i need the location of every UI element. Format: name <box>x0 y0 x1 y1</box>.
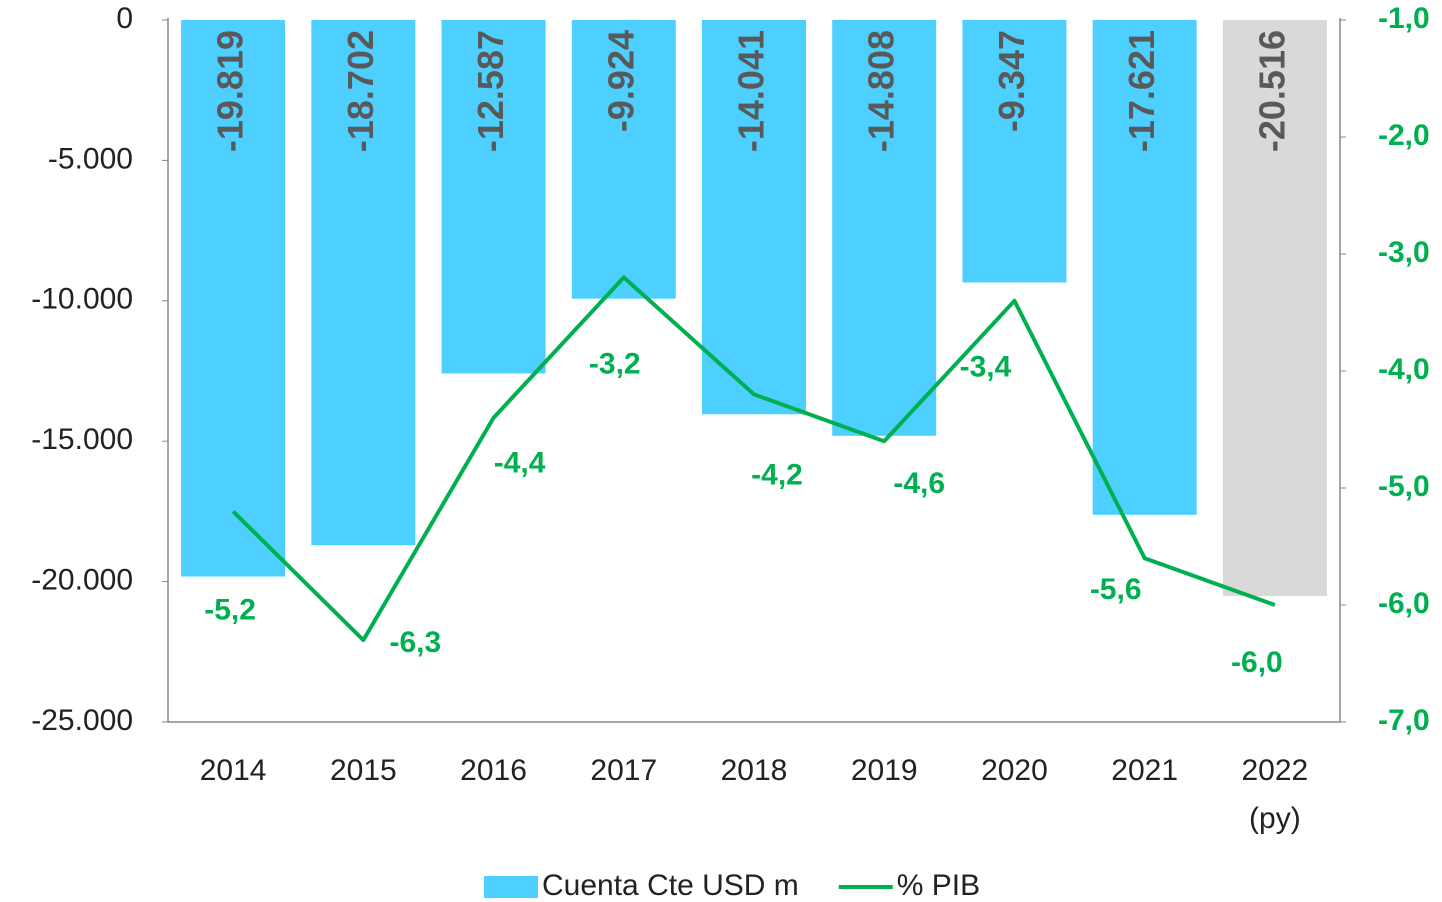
bar <box>571 20 676 299</box>
legend-swatch <box>484 876 538 898</box>
line-value-label: -5,6 <box>1090 573 1142 606</box>
bar <box>311 20 416 546</box>
y2-tick-label: -5,0 <box>1378 470 1430 503</box>
bar <box>832 20 937 436</box>
y-tick-label: -10.000 <box>31 283 133 316</box>
y2-tick-label: -6,0 <box>1378 587 1430 620</box>
x-tick-label: 2016 <box>460 754 527 787</box>
y2-tick-label: -2,0 <box>1378 119 1430 152</box>
x-tick-label: 2017 <box>590 754 657 787</box>
y2-tick-label: -4,0 <box>1378 353 1430 386</box>
bar <box>962 20 1067 283</box>
line-value-label: -6,0 <box>1231 646 1283 679</box>
legend-label: % PIB <box>897 869 980 902</box>
x-tick-label: 2021 <box>1111 754 1178 787</box>
bar-value-label: -18.702 <box>340 30 381 152</box>
x-tick-label: 2020 <box>981 754 1048 787</box>
legend-label: Cuenta Cte USD m <box>542 869 799 902</box>
x-tick-label: 2019 <box>851 754 918 787</box>
bar-value-label: -17.621 <box>1121 30 1162 152</box>
bar-value-label: -12.587 <box>470 30 511 152</box>
y-tick-label: -5.000 <box>48 142 133 175</box>
line-value-label: -4,4 <box>494 447 546 480</box>
plot-frame <box>167 18 1341 723</box>
bar <box>1222 20 1327 597</box>
line-value-label: -4,2 <box>751 458 803 491</box>
bar <box>1092 20 1197 515</box>
x-tick-label-line: (py) <box>1249 802 1301 835</box>
bar <box>441 20 546 374</box>
bar-value-label: -14.041 <box>731 30 772 152</box>
y2-tick-label: -3,0 <box>1378 236 1430 269</box>
y-tick-label: -25.000 <box>31 704 133 737</box>
line-value-label: -5,2 <box>204 593 256 626</box>
line-value-label: -3,4 <box>960 351 1012 384</box>
bar-value-label: -20.516 <box>1251 30 1292 152</box>
x-tick-label-line: 2022 <box>1242 754 1309 787</box>
y2-tick-label: -1,0 <box>1378 2 1430 35</box>
y-tick-label: 0 <box>116 2 133 35</box>
bar-value-label: -9.347 <box>991 30 1032 132</box>
x-tick-label: 2015 <box>330 754 397 787</box>
bar <box>181 20 286 577</box>
x-tick-label: 2014 <box>200 754 267 787</box>
bar-value-label: -14.808 <box>861 30 902 152</box>
y-tick-label: -20.000 <box>31 564 133 597</box>
bar <box>702 20 806 415</box>
line-value-label: -3,2 <box>589 347 641 380</box>
line-value-label: -4,6 <box>893 467 945 500</box>
bar-value-label: -9.924 <box>600 30 641 132</box>
x-tick-label: 2018 <box>721 754 788 787</box>
y2-tick-label: -7,0 <box>1378 704 1430 737</box>
x-tick-label: 2022 (py) <box>1242 754 1309 835</box>
bar-value-label: -19.819 <box>210 30 251 152</box>
y-tick-label: -15.000 <box>31 423 133 456</box>
line-value-label: -6,3 <box>389 626 441 659</box>
line <box>231 275 1276 643</box>
